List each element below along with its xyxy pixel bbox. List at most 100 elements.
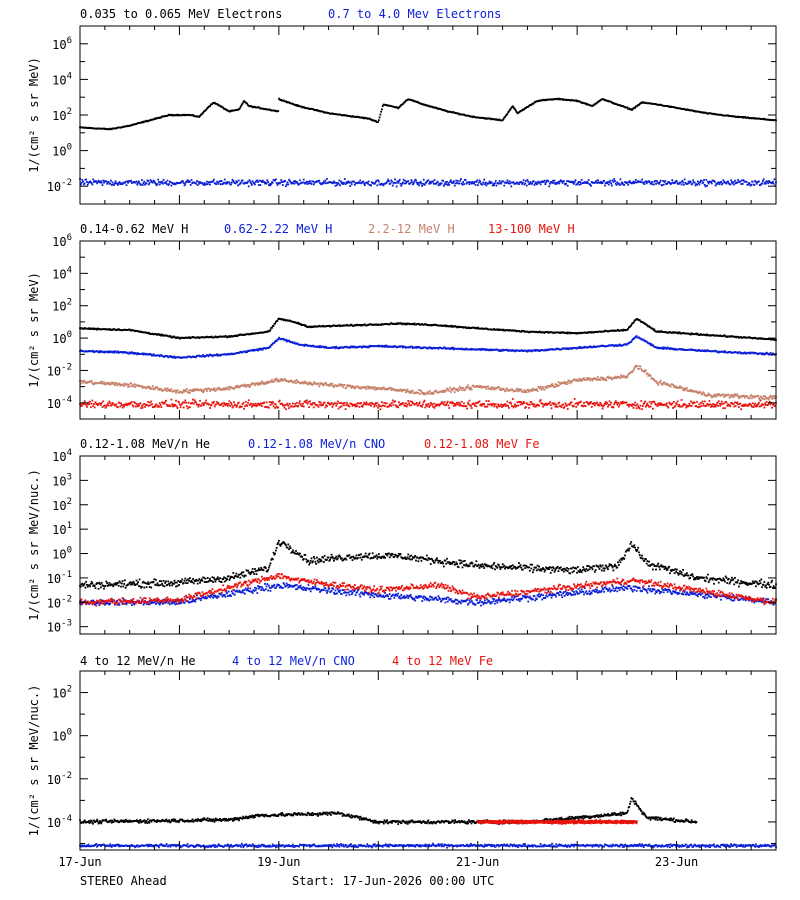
data-point [225,181,228,184]
data-point [333,180,335,183]
data-point [665,382,667,385]
data-point [377,387,380,389]
data-point [113,351,115,354]
data-point [690,389,693,392]
data-point [503,184,506,187]
data-point [257,181,259,183]
data-point [236,181,239,184]
data-point [134,401,136,404]
data-point [259,183,262,186]
data-point [733,183,736,186]
data-point [449,391,452,393]
data-point [396,180,399,183]
data-point [82,180,84,183]
data-point [258,106,261,109]
data-point [303,181,306,184]
data-point [123,385,126,387]
data-point [415,181,418,184]
data-point [549,182,551,185]
data-point [352,345,355,348]
data-point [86,183,89,186]
data-point [141,406,144,409]
data-point [132,405,135,408]
data-point [300,382,303,385]
data-point [208,388,211,390]
data-point [714,393,717,396]
data-point [323,383,326,386]
data-point [96,403,98,405]
data-point [282,181,285,183]
data-point [192,390,195,392]
data-point [661,184,664,187]
data-point [625,343,628,346]
data-point [525,390,527,392]
data-point [774,184,777,187]
data-point [429,390,431,392]
data-point [717,394,719,397]
data-point [263,181,266,184]
data-point [591,379,594,382]
data-point [623,183,626,186]
data-point [573,181,576,183]
data-point [381,388,383,391]
data-point [128,351,131,354]
data-point [515,111,518,113]
data-point [158,389,161,391]
data-point [377,119,380,122]
data-point [739,351,742,354]
data-point [253,382,256,385]
data-point [381,105,384,108]
data-point [103,181,105,184]
data-point [216,353,218,356]
data-point [404,100,407,103]
data-point [773,395,776,397]
data-point [262,381,265,384]
data-point [201,112,204,115]
data-point [543,388,546,391]
data-point [380,405,383,408]
data-point [512,106,515,109]
data-point [141,385,143,387]
data-point [265,401,268,404]
data-point [191,390,194,392]
data-point [211,355,214,358]
data-point [297,321,300,324]
data-point [205,399,208,402]
data-point [354,405,357,408]
data-point [654,179,657,182]
data-point [292,182,294,185]
data-point [247,399,250,402]
data-point [124,404,127,406]
data-point [357,402,360,405]
data-point [225,386,228,389]
data-point [353,183,356,186]
data-point [195,401,198,404]
data-point [319,401,322,404]
data-point [528,182,531,185]
data-point [160,406,163,408]
data-point [670,182,673,185]
data-point [695,332,698,335]
data-point [335,182,338,184]
data-point [596,379,599,382]
data-point [281,184,284,186]
data-point [772,352,774,355]
data-point [720,183,723,186]
data-point [524,391,527,393]
data-point [614,377,616,379]
data-point [208,181,211,183]
data-point [182,401,184,404]
data-point [279,378,282,381]
data-point [499,387,502,390]
data-point [402,178,405,181]
data-point [172,405,174,408]
data-point [374,386,376,389]
data-point [649,375,652,377]
data-point [438,182,441,185]
data-point [354,386,357,389]
data-point [344,183,347,186]
data-point [353,403,356,406]
data-point [257,184,260,186]
data-point [453,386,455,389]
